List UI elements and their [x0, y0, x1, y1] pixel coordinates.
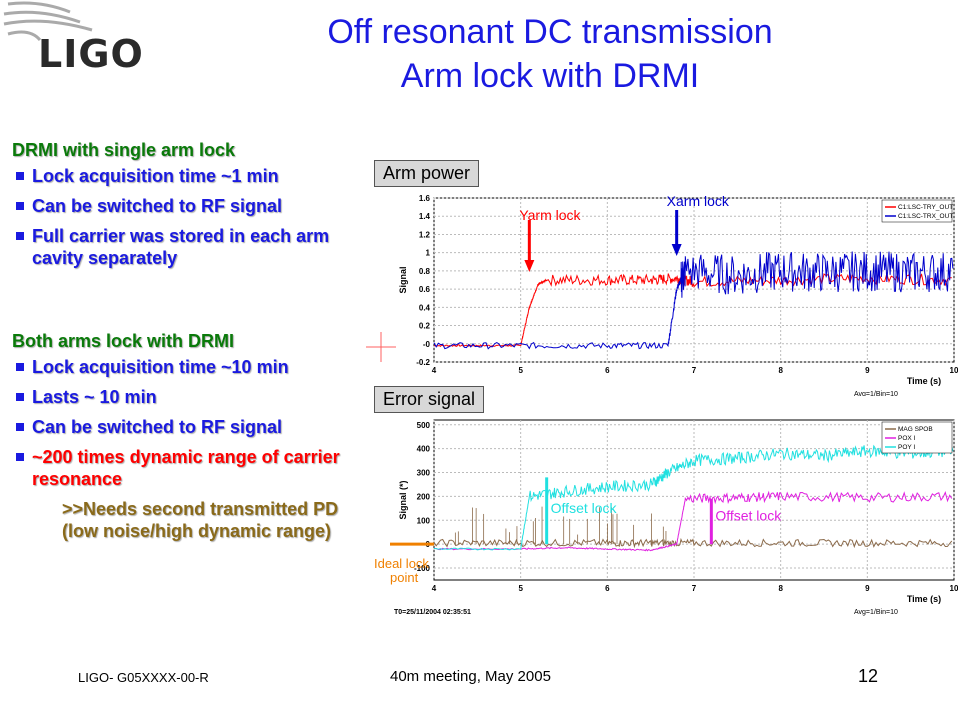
y-tick-label: 100 [417, 516, 431, 525]
y-tick-label: 200 [417, 492, 431, 501]
x-tick-label: 10 [950, 584, 958, 593]
y-tick-label: 1.4 [419, 212, 431, 221]
bullet-text: Lock acquisition time ~1 min [32, 166, 279, 186]
error-signal-tag: Error signal [374, 386, 485, 413]
x-tick-label: 8 [778, 584, 783, 593]
bullet: Can be switched to RF signal [12, 416, 362, 438]
y-axis-label: Signal [398, 266, 408, 293]
y-tick-label: 0.8 [419, 267, 431, 276]
series-line [433, 444, 954, 551]
bullet-text: Full carrier was stored in each arm cavi… [32, 226, 330, 268]
page-number: 12 [858, 666, 879, 686]
offset-lock-label-2: Offset lock [715, 507, 782, 523]
bullet-red: ~200 times dynamic range of carrier reso… [12, 446, 362, 490]
bullet-text: Lock acquisition time ~10 min [32, 357, 289, 377]
legend-entry: MAG SPOB [898, 426, 933, 433]
series-line [433, 251, 954, 350]
bullet-square-icon [16, 453, 24, 461]
section1-heading: DRMI with single arm lock [12, 140, 236, 160]
title-line-1: Off resonant DC transmission [327, 13, 773, 51]
bullet: Lock acquisition time ~10 min [12, 356, 362, 378]
y-tick-label: 0.2 [419, 322, 431, 331]
xarm-lock-label: Xarm lock [667, 193, 730, 209]
y-tick-label: 1.6 [419, 194, 431, 203]
section2: Both arms lock with DRMI Lock acquisitio… [12, 331, 362, 542]
section2-bullets: Lock acquisition time ~10 min Lasts ~ 10… [12, 356, 362, 490]
title-line-2: Arm lock with DRMI [400, 57, 700, 95]
footer-doc-id: LIGO- G05XXXX-00-R [78, 670, 209, 685]
y-tick-label: -0 [423, 340, 431, 349]
bullet-text: Lasts ~ 10 min [32, 387, 157, 407]
x-tick-label: 8 [778, 366, 783, 375]
sub-note: >>Needs second transmitted PD (low noise… [62, 499, 339, 541]
offset-lock-label-1: Offset lock [551, 500, 618, 516]
section2-heading: Both arms lock with DRMI [12, 331, 235, 351]
bullet-square-icon [16, 232, 24, 240]
x-tick-label: 5 [518, 584, 523, 593]
series-line [433, 490, 953, 552]
xarm-arrowhead [671, 244, 682, 256]
chart-footer: Avg=1/Bin=10 [854, 391, 898, 396]
bullet: Full carrier was stored in each arm cavi… [12, 225, 362, 269]
arm-power-tag: Arm power [374, 160, 480, 187]
y-axis-label: Signal (*) [398, 480, 408, 519]
ligo-logo: LIGO [0, 0, 160, 100]
footer-meeting: 40m meeting, May 2005 [390, 668, 551, 685]
y-tick-label: -0.2 [416, 358, 430, 367]
y-tick-label: 1.2 [419, 230, 431, 239]
logo-text: LIGO [38, 32, 144, 76]
ligo-swirl-icon [3, 1, 93, 42]
section1-bullets: Lock acquisition time ~1 min Can be swit… [12, 165, 362, 269]
y-tick-label: 1 [426, 249, 431, 258]
y-tick-label: -100 [414, 564, 431, 573]
yarm-lock-label: Yarm lock [519, 207, 581, 223]
bullet-square-icon [16, 363, 24, 371]
x-tick-label: 6 [605, 366, 610, 375]
bullet-square-icon [16, 393, 24, 401]
x-tick-label: 9 [865, 584, 870, 593]
yarm-arrowhead [524, 260, 535, 272]
bullet: Lasts ~ 10 min [12, 386, 362, 408]
bullet-text: Can be switched to RF signal [32, 417, 283, 437]
x-axis-label: Time (s) [907, 594, 941, 604]
x-tick-label: 10 [950, 366, 958, 375]
arm-power-chart: 4 5 6 7 8 9 10 -0.2 -0 0.2 0.4 0.6 0.8 1 1.2 1.4 1.6 Time… [398, 193, 958, 396]
chart-footer: Avg=1/Bin=10 [854, 609, 898, 616]
legend-entry: C1:LSC-TRY_OUT [898, 204, 953, 211]
legend-entry: POY I [898, 444, 915, 451]
y-tick-label: 400 [417, 445, 431, 454]
x-axis-label: Time (s) [907, 376, 941, 386]
crosshair-icon [366, 332, 396, 362]
legend-box [881, 199, 953, 223]
y-tick-label: 0.4 [419, 303, 431, 312]
y-tick-label: 500 [417, 421, 431, 430]
chart-footer-left: T0=25/11/2004 02:35:51 [394, 609, 471, 616]
x-tick-label: 5 [518, 366, 523, 375]
text-column: DRMI with single arm lock Lock acquisiti… [12, 140, 362, 542]
bullet-square-icon [16, 423, 24, 431]
series-line [433, 537, 953, 549]
ideal-lock-label-2: point [390, 570, 419, 585]
x-tick-label: 6 [605, 584, 610, 593]
slide-title: Off resonant DC transmission Arm lock wi… [220, 10, 880, 98]
x-tick-label: 7 [692, 366, 697, 375]
ideal-lock-label-1: Ideal lock [374, 556, 429, 571]
legend-entry: C1:LSC-TRX_OUT [898, 213, 953, 220]
x-tick-label: 7 [692, 584, 697, 593]
y-tick-label: 0.6 [419, 285, 431, 294]
y-tick-label: 300 [417, 469, 431, 478]
bullet-square-icon [16, 202, 24, 210]
x-tick-label: 4 [432, 584, 437, 593]
bullet: Can be switched to RF signal [12, 195, 362, 217]
x-tick-label: 9 [865, 366, 870, 375]
x-tick-label: 4 [432, 366, 437, 375]
bullet-text: ~200 times dynamic range of carrier reso… [32, 447, 340, 489]
bullet-square-icon [16, 172, 24, 180]
bullet: Lock acquisition time ~1 min [12, 165, 362, 187]
series-line [433, 271, 952, 347]
bullet-text: Can be switched to RF signal [32, 196, 283, 216]
legend-entry: POX I [898, 435, 916, 442]
